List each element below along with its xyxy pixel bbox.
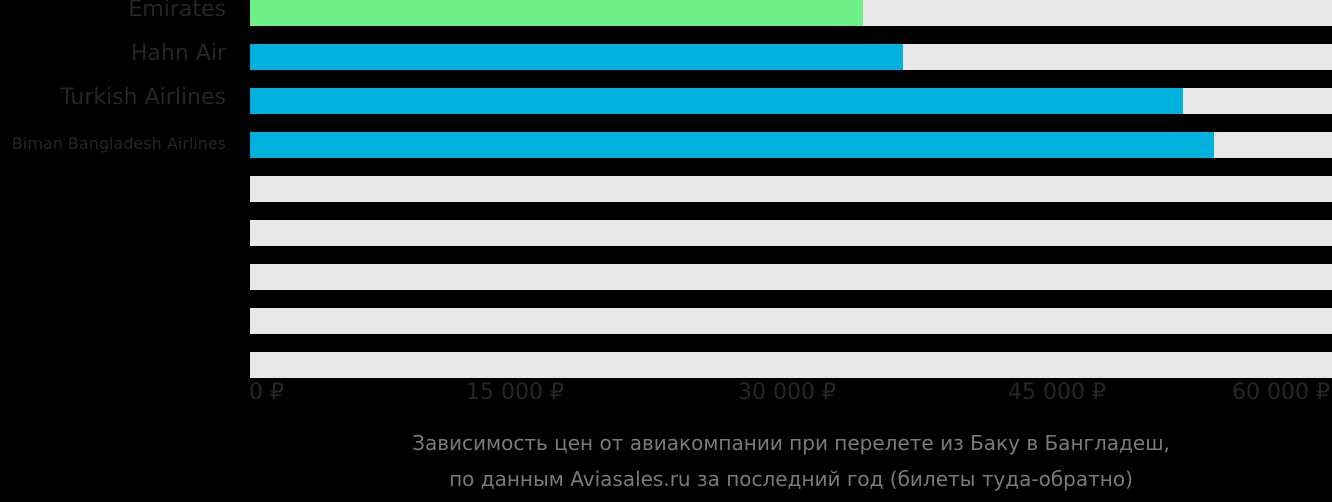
x-tick-60000: 60 000 ₽ bbox=[1232, 380, 1330, 405]
bar-track-hahn-air bbox=[250, 44, 1332, 70]
x-tick-15000: 15 000 ₽ bbox=[466, 380, 564, 405]
chart-caption-line2: по данным Aviasales.ru за последний год … bbox=[449, 467, 1133, 491]
bar-emirates bbox=[250, 0, 863, 26]
bar-hahn-air bbox=[250, 44, 903, 70]
airline-label-turkish-airlines: Turkish Airlines bbox=[60, 85, 226, 110]
bar-track-turkish-airlines bbox=[250, 88, 1332, 114]
chart-caption-line1: Зависимость цен от авиакомпании при пере… bbox=[412, 431, 1170, 455]
empty-track bbox=[250, 220, 1332, 246]
x-tick-45000: 45 000 ₽ bbox=[1008, 380, 1106, 405]
airline-label-biman: Biman Bangladesh Airlines bbox=[11, 134, 226, 153]
empty-track bbox=[250, 352, 1332, 378]
airline-label-emirates: Emirates bbox=[128, 0, 226, 22]
bar-track-biman bbox=[250, 132, 1332, 158]
empty-track bbox=[250, 264, 1332, 290]
bar-biman bbox=[250, 132, 1214, 158]
x-tick-30000: 30 000 ₽ bbox=[738, 380, 836, 405]
x-tick-0: 0 ₽ bbox=[249, 380, 284, 405]
airline-label-hahn-air: Hahn Air bbox=[130, 41, 226, 66]
empty-track bbox=[250, 308, 1332, 334]
bar-track-emirates bbox=[250, 0, 1332, 26]
bar-turkish-airlines bbox=[250, 88, 1183, 114]
empty-track bbox=[250, 176, 1332, 202]
